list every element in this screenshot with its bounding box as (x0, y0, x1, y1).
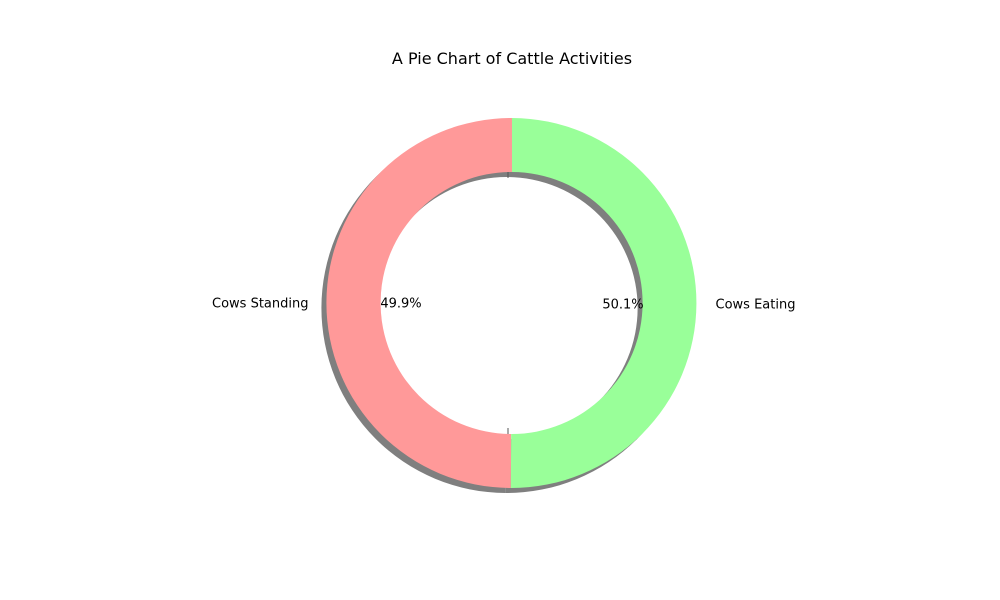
pie-slices (326, 117, 697, 489)
slice-label-cows-standing: Cows Standing (212, 296, 308, 311)
slice-cows-standing (326, 117, 512, 489)
slice-percent-cows-standing: 49.9% (380, 297, 421, 312)
slice-label-cows-eating: Cows Eating (716, 298, 796, 313)
slice-cows-eating (510, 118, 697, 489)
slice-labels: Cows Standing 49.9% Cows Eating 50.1% (212, 172, 795, 434)
slice-percent-cows-eating: 50.1% (602, 297, 643, 312)
chart-title: A Pie Chart of Cattle Activities (392, 49, 632, 68)
